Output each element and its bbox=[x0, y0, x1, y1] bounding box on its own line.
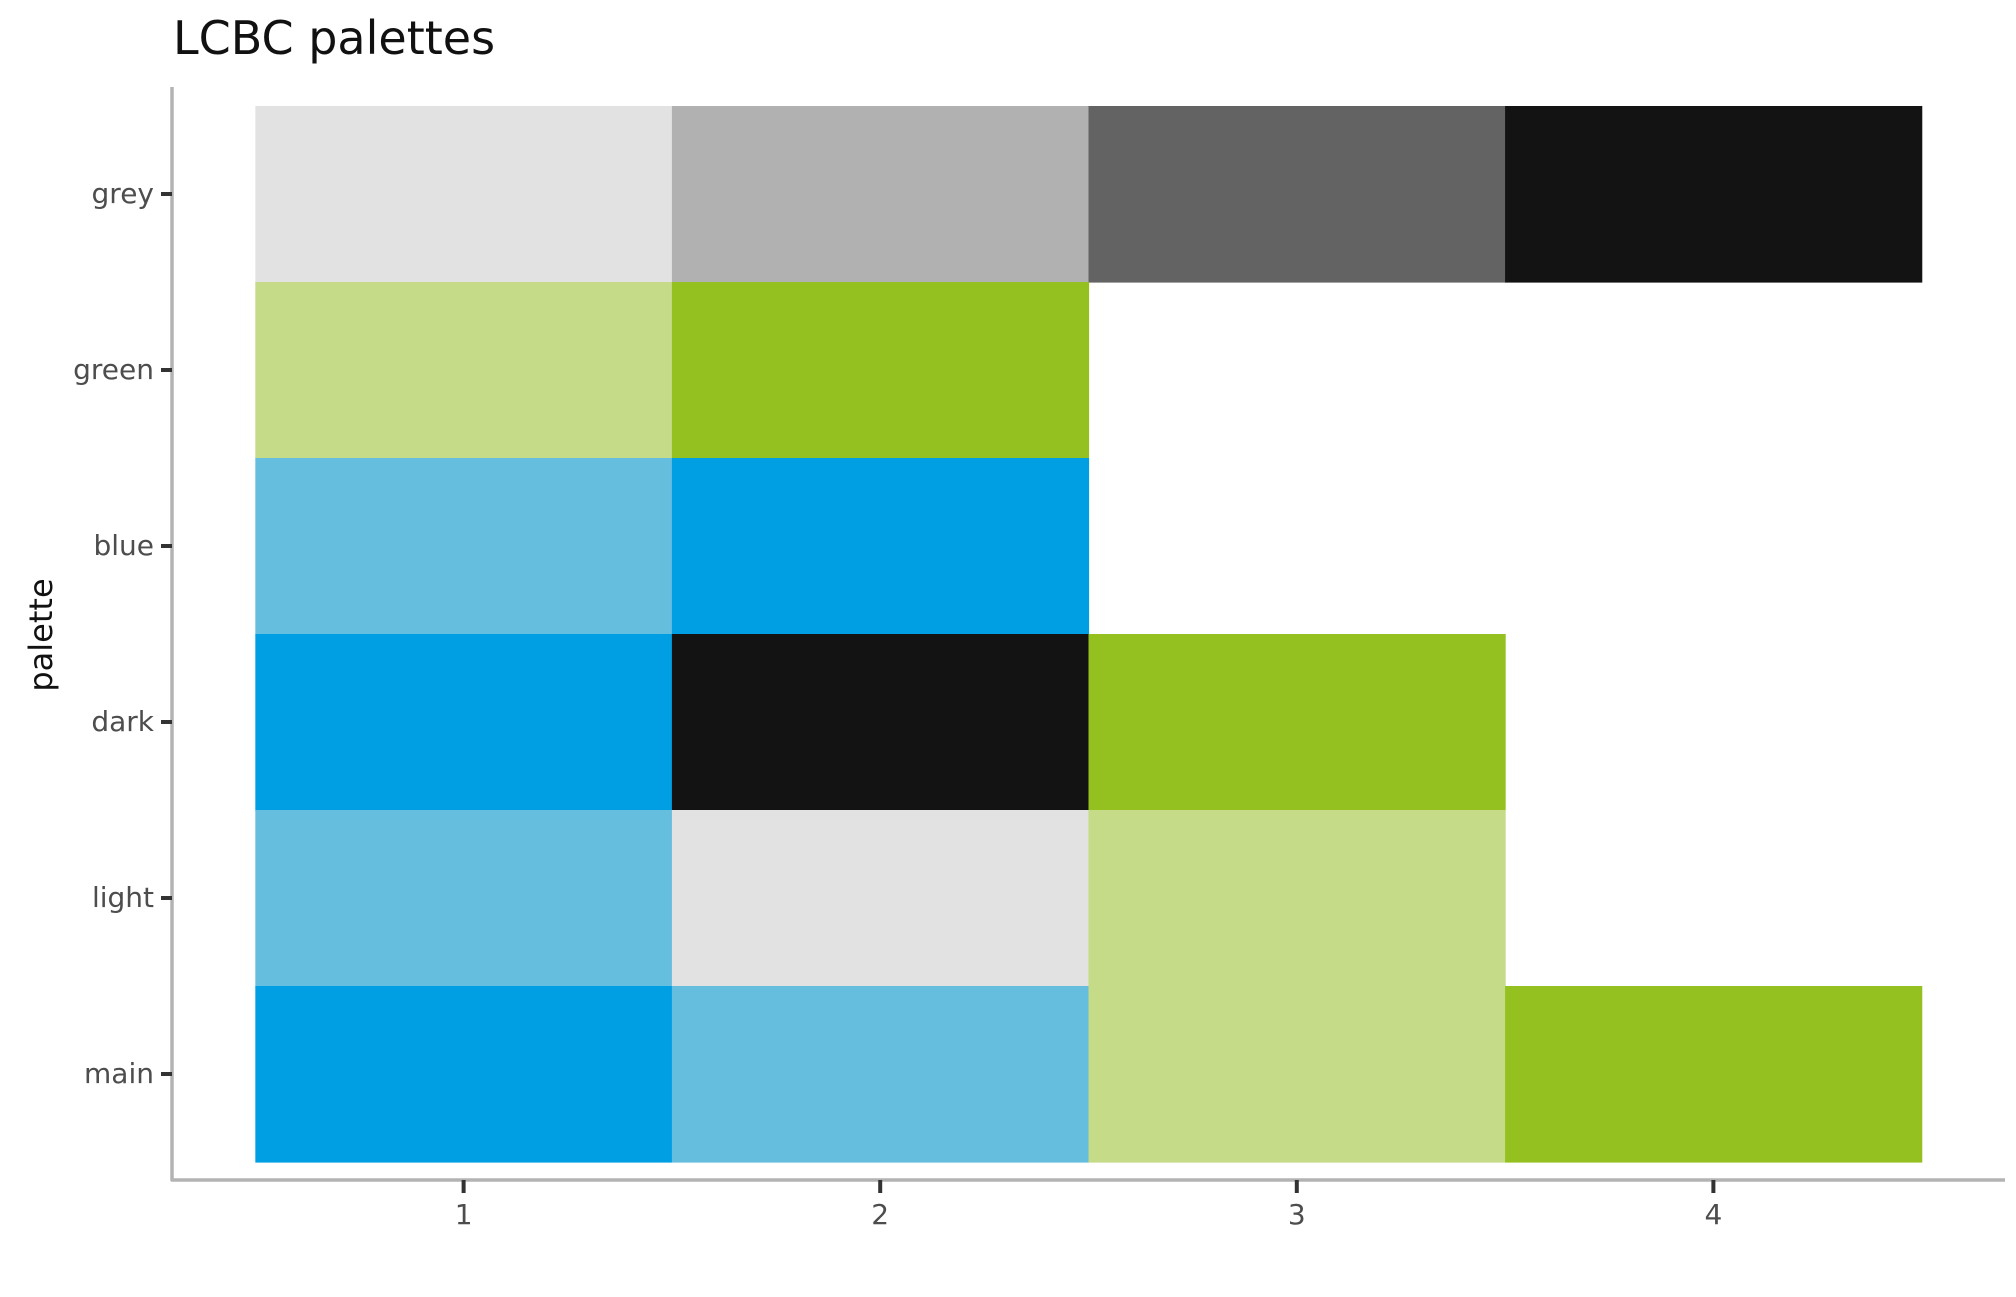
y-tick-label-green: green bbox=[73, 353, 154, 386]
heatmap-cell-dark-1 bbox=[255, 634, 673, 811]
x-tick-label-3: 3 bbox=[1288, 1198, 1306, 1231]
heatmap-cell-dark-2 bbox=[671, 634, 1090, 811]
heatmap-cell-grey-3 bbox=[1088, 106, 1506, 283]
heatmap-cell-dark-3 bbox=[1088, 634, 1506, 811]
heatmap-cell-green-1 bbox=[255, 282, 673, 459]
x-tick-label-1: 1 bbox=[455, 1198, 473, 1231]
heatmap-cells bbox=[255, 106, 1923, 1163]
heatmap-cell-grey-1 bbox=[255, 106, 673, 283]
heatmap-cell-grey-4 bbox=[1505, 106, 1923, 283]
heatmap-cell-light-2 bbox=[671, 810, 1090, 987]
heatmap-cell-light-3 bbox=[1088, 810, 1506, 987]
y-axis-ticks: grey green blue dark light main bbox=[73, 177, 172, 1090]
y-axis-title: palette bbox=[22, 578, 60, 691]
x-tick-label-2: 2 bbox=[871, 1198, 889, 1231]
x-tick-label-4: 4 bbox=[1704, 1198, 1722, 1231]
heatmap-cell-grey-2 bbox=[671, 106, 1090, 283]
chart-title: LCBC palettes bbox=[173, 11, 495, 65]
y-tick-label-blue: blue bbox=[93, 529, 154, 562]
heatmap-cell-main-3 bbox=[1088, 986, 1506, 1163]
heatmap-cell-main-2 bbox=[671, 986, 1090, 1163]
heatmap-cell-blue-2 bbox=[671, 458, 1090, 635]
y-tick-label-grey: grey bbox=[92, 177, 154, 210]
heatmap-cell-blue-1 bbox=[255, 458, 673, 635]
x-axis-ticks: 1 2 3 4 bbox=[455, 1180, 1722, 1231]
heatmap-cell-light-1 bbox=[255, 810, 673, 987]
heatmap-cell-green-2 bbox=[671, 282, 1090, 459]
heatmap-cell-main-1 bbox=[255, 986, 673, 1163]
y-tick-label-light: light bbox=[92, 881, 154, 914]
heatmap-cell-main-4 bbox=[1505, 986, 1923, 1163]
y-tick-label-main: main bbox=[84, 1057, 154, 1090]
y-tick-label-dark: dark bbox=[91, 705, 154, 738]
